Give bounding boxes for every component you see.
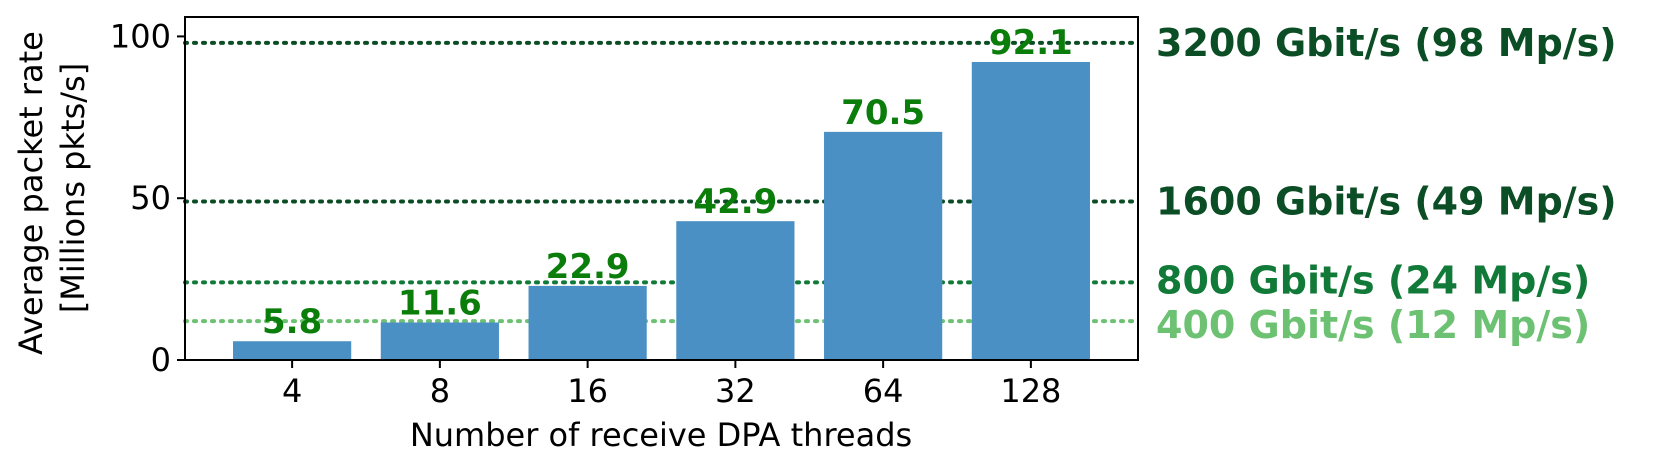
y-tick-label: 50	[130, 179, 171, 217]
bar-value-label: 42.9	[693, 182, 777, 222]
bar-value-label: 92.1	[989, 23, 1073, 63]
bar	[824, 131, 943, 360]
y-tick-label: 0	[151, 341, 171, 379]
bar	[380, 322, 499, 360]
y-axis-title-line-1: Average packet rate	[12, 31, 50, 355]
x-tick-label: 16	[567, 372, 608, 410]
bar	[676, 221, 795, 360]
bar	[971, 61, 1090, 360]
x-tick-label: 128	[1000, 372, 1061, 410]
bar-value-label: 5.8	[262, 302, 322, 342]
bar	[528, 285, 647, 360]
bar-value-label: 70.5	[841, 93, 925, 133]
bar-value-label: 11.6	[398, 283, 482, 323]
x-axis-title: Number of receive DPA threads	[410, 416, 912, 454]
y-axis-title-line-2: [Millions pkts/s]	[54, 63, 92, 313]
x-tick-label: 32	[715, 372, 756, 410]
reference-line-label: 800 Gbit/s (24 Mp/s)	[1156, 258, 1590, 302]
reference-line-label: 3200 Gbit/s (98 Mp/s)	[1156, 21, 1617, 65]
x-tick-label: 4	[282, 372, 302, 410]
reference-line-label: 1600 Gbit/s (49 Mp/s)	[1156, 179, 1617, 223]
plot-area: 5.8 4 11.6 8 22.9 16 42.9 32 70.5 64 92.1 128 0 50 100	[110, 17, 1140, 410]
x-tick-label: 64	[863, 372, 904, 410]
y-tick-label: 100	[110, 17, 171, 55]
x-tick-label: 8	[430, 372, 450, 410]
y-axis-title: Average packet rate [Millions pkts/s]	[12, 21, 92, 355]
reference-line-label: 400 Gbit/s (12 Mp/s)	[1156, 303, 1590, 347]
bar	[233, 341, 352, 360]
bar-value-label: 22.9	[546, 247, 630, 287]
plot-frame	[184, 16, 1139, 361]
